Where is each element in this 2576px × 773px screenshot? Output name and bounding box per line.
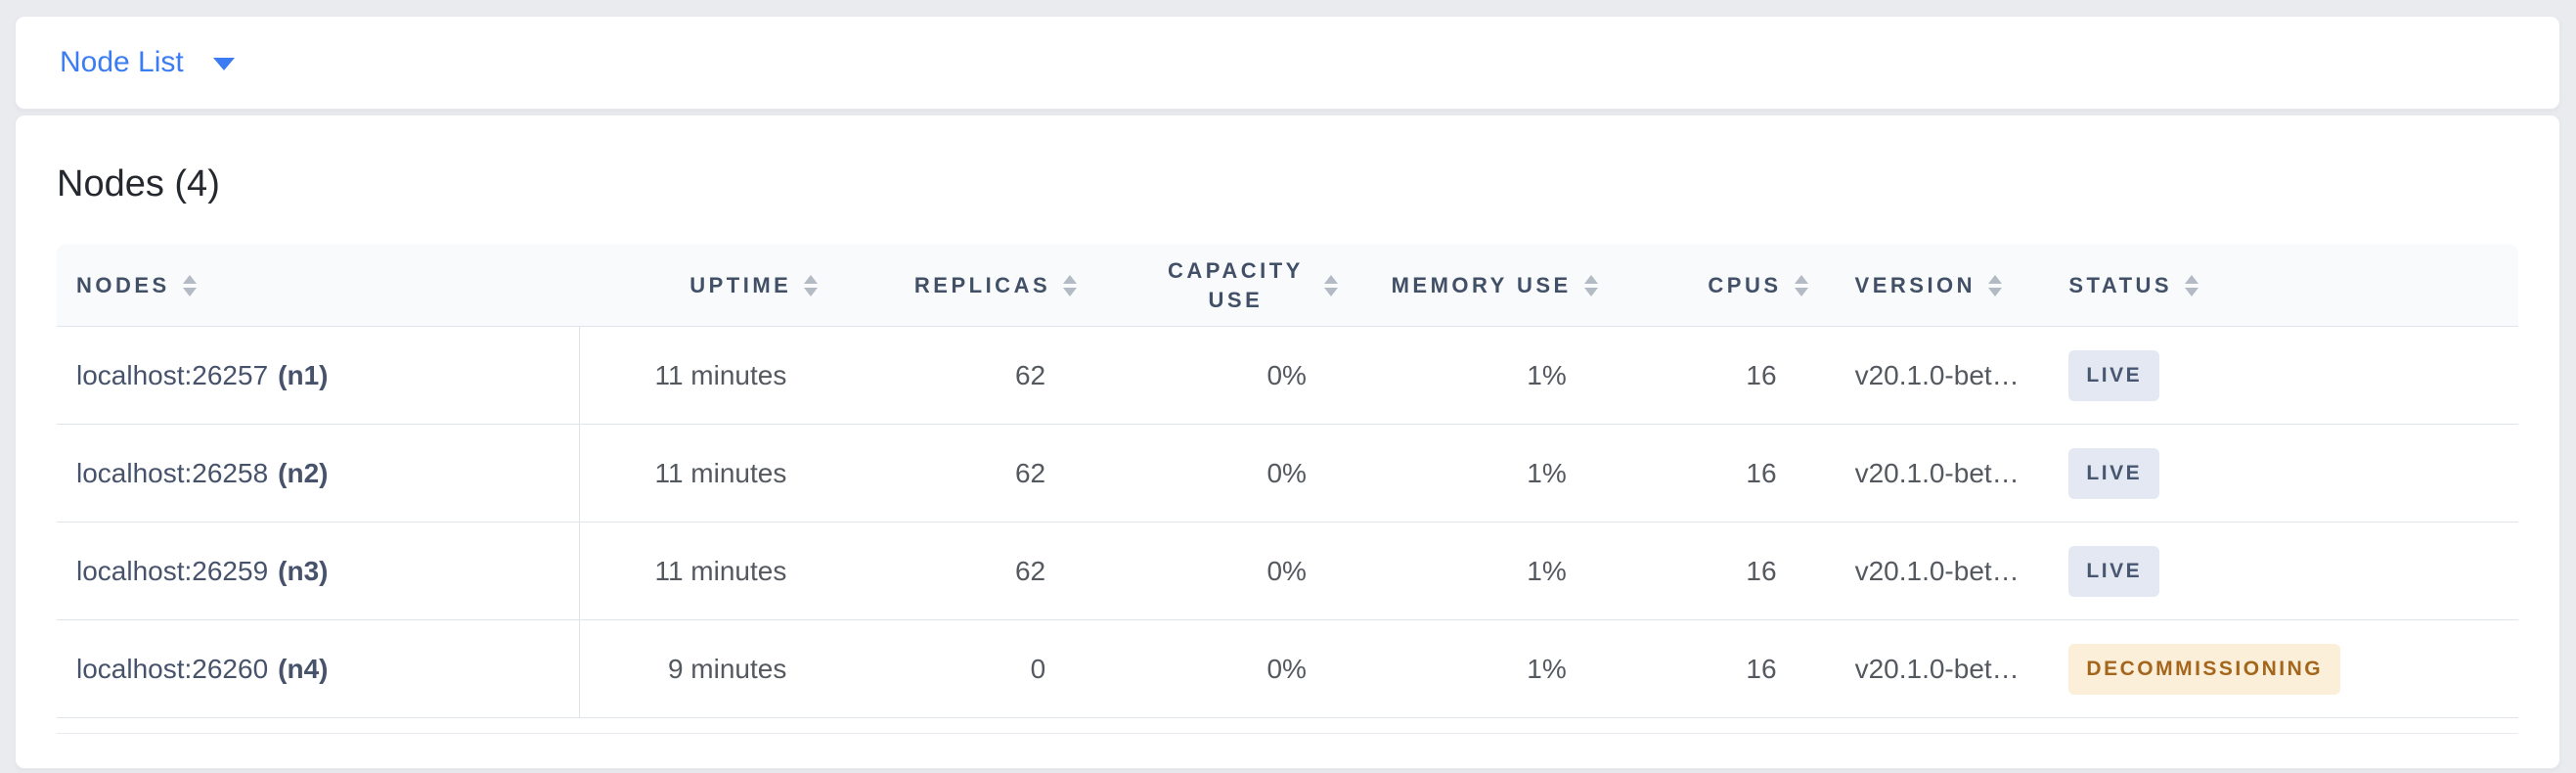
memory-use-cell: 1% <box>1527 359 1567 390</box>
table-row: localhost:26260 (n4) 9 minutes 0 0% 1% 1… <box>57 620 2518 718</box>
status-badge: LIVE <box>2068 545 2160 597</box>
column-header-replicas[interactable]: REPLICAS <box>823 245 1083 326</box>
sort-icon[interactable] <box>1323 274 1338 296</box>
version-cell: v20.1.0-bet… <box>1854 457 2020 488</box>
capacity-use-cell: 0% <box>1266 555 1307 586</box>
column-header-nodes[interactable]: NODES <box>57 245 580 326</box>
capacity-use-cell: 0% <box>1266 359 1307 390</box>
node-list-dropdown-label: Node List <box>60 46 184 78</box>
status-cell: LIVE <box>2033 523 2518 619</box>
table-footer <box>57 718 2518 734</box>
status-badge: LIVE <box>2068 349 2160 401</box>
node-address-cell: localhost:26260 (n4) <box>57 620 580 717</box>
replicas-cell: 0 <box>1030 653 1046 684</box>
nodes-card: Nodes (4) NODES UPTIME REPLICAS CAPACITY… <box>15 114 2560 769</box>
memory-use-cell: 1% <box>1527 653 1567 684</box>
uptime-cell: 9 minutes <box>667 653 787 684</box>
column-header-cpus[interactable]: CPUS <box>1604 245 1814 326</box>
cpus-cell: 16 <box>1746 653 1777 684</box>
memory-use-cell: 1% <box>1527 555 1567 586</box>
sort-icon[interactable] <box>804 274 819 296</box>
column-header-memory-use[interactable]: MEMORY USE <box>1344 245 1604 326</box>
version-cell: v20.1.0-bet… <box>1854 653 2020 684</box>
cpus-cell: 16 <box>1746 359 1777 390</box>
column-header-version[interactable]: VERSION <box>1814 245 2034 326</box>
table-row: localhost:26257 (n1) 11 minutes 62 0% 1%… <box>57 327 2518 425</box>
table-row: localhost:26259 (n3) 11 minutes 62 0% 1%… <box>57 523 2518 620</box>
nodes-table: NODES UPTIME REPLICAS CAPACITY USE MEMOR… <box>57 245 2518 734</box>
replicas-cell: 62 <box>1014 359 1046 390</box>
status-badge: DECOMMISSIONING <box>2068 643 2341 695</box>
replicas-cell: 62 <box>1014 555 1046 586</box>
capacity-use-cell: 0% <box>1266 653 1307 684</box>
status-cell: DECOMMISSIONING <box>2033 620 2518 717</box>
table-header-row: NODES UPTIME REPLICAS CAPACITY USE MEMOR… <box>57 245 2518 327</box>
column-header-status[interactable]: STATUS <box>2033 245 2518 326</box>
sort-icon[interactable] <box>1794 274 1808 296</box>
memory-use-cell: 1% <box>1527 457 1567 488</box>
cpus-cell: 16 <box>1746 555 1777 586</box>
chevron-down-icon <box>212 58 235 70</box>
uptime-cell: 11 minutes <box>654 555 787 586</box>
status-badge: LIVE <box>2068 447 2160 499</box>
version-cell: v20.1.0-bet… <box>1854 555 2020 586</box>
column-header-uptime[interactable]: UPTIME <box>580 245 824 326</box>
table-row: localhost:26258 (n2) 11 minutes 62 0% 1%… <box>57 425 2518 523</box>
uptime-cell: 11 minutes <box>654 457 787 488</box>
node-address-cell: localhost:26257 (n1) <box>57 327 580 424</box>
cpus-cell: 16 <box>1746 457 1777 488</box>
status-cell: LIVE <box>2033 327 2518 424</box>
status-cell: LIVE <box>2033 425 2518 522</box>
sort-icon[interactable] <box>1063 274 1078 296</box>
column-header-capacity-use[interactable]: CAPACITY USE <box>1083 245 1344 326</box>
node-address-cell: localhost:26259 (n3) <box>57 523 580 619</box>
node-list-dropdown[interactable]: Node List <box>60 46 235 79</box>
view-selector-bar: Node List <box>15 16 2560 110</box>
page-title: Nodes (4) <box>57 163 220 205</box>
sort-icon[interactable] <box>2185 274 2199 296</box>
replicas-cell: 62 <box>1014 457 1046 488</box>
node-address-cell: localhost:26258 (n2) <box>57 425 580 522</box>
version-cell: v20.1.0-bet… <box>1854 359 2020 390</box>
capacity-use-cell: 0% <box>1266 457 1307 488</box>
sort-icon[interactable] <box>1583 274 1598 296</box>
sort-icon[interactable] <box>182 274 197 296</box>
sort-icon[interactable] <box>1988 274 2003 296</box>
uptime-cell: 11 minutes <box>654 359 787 390</box>
